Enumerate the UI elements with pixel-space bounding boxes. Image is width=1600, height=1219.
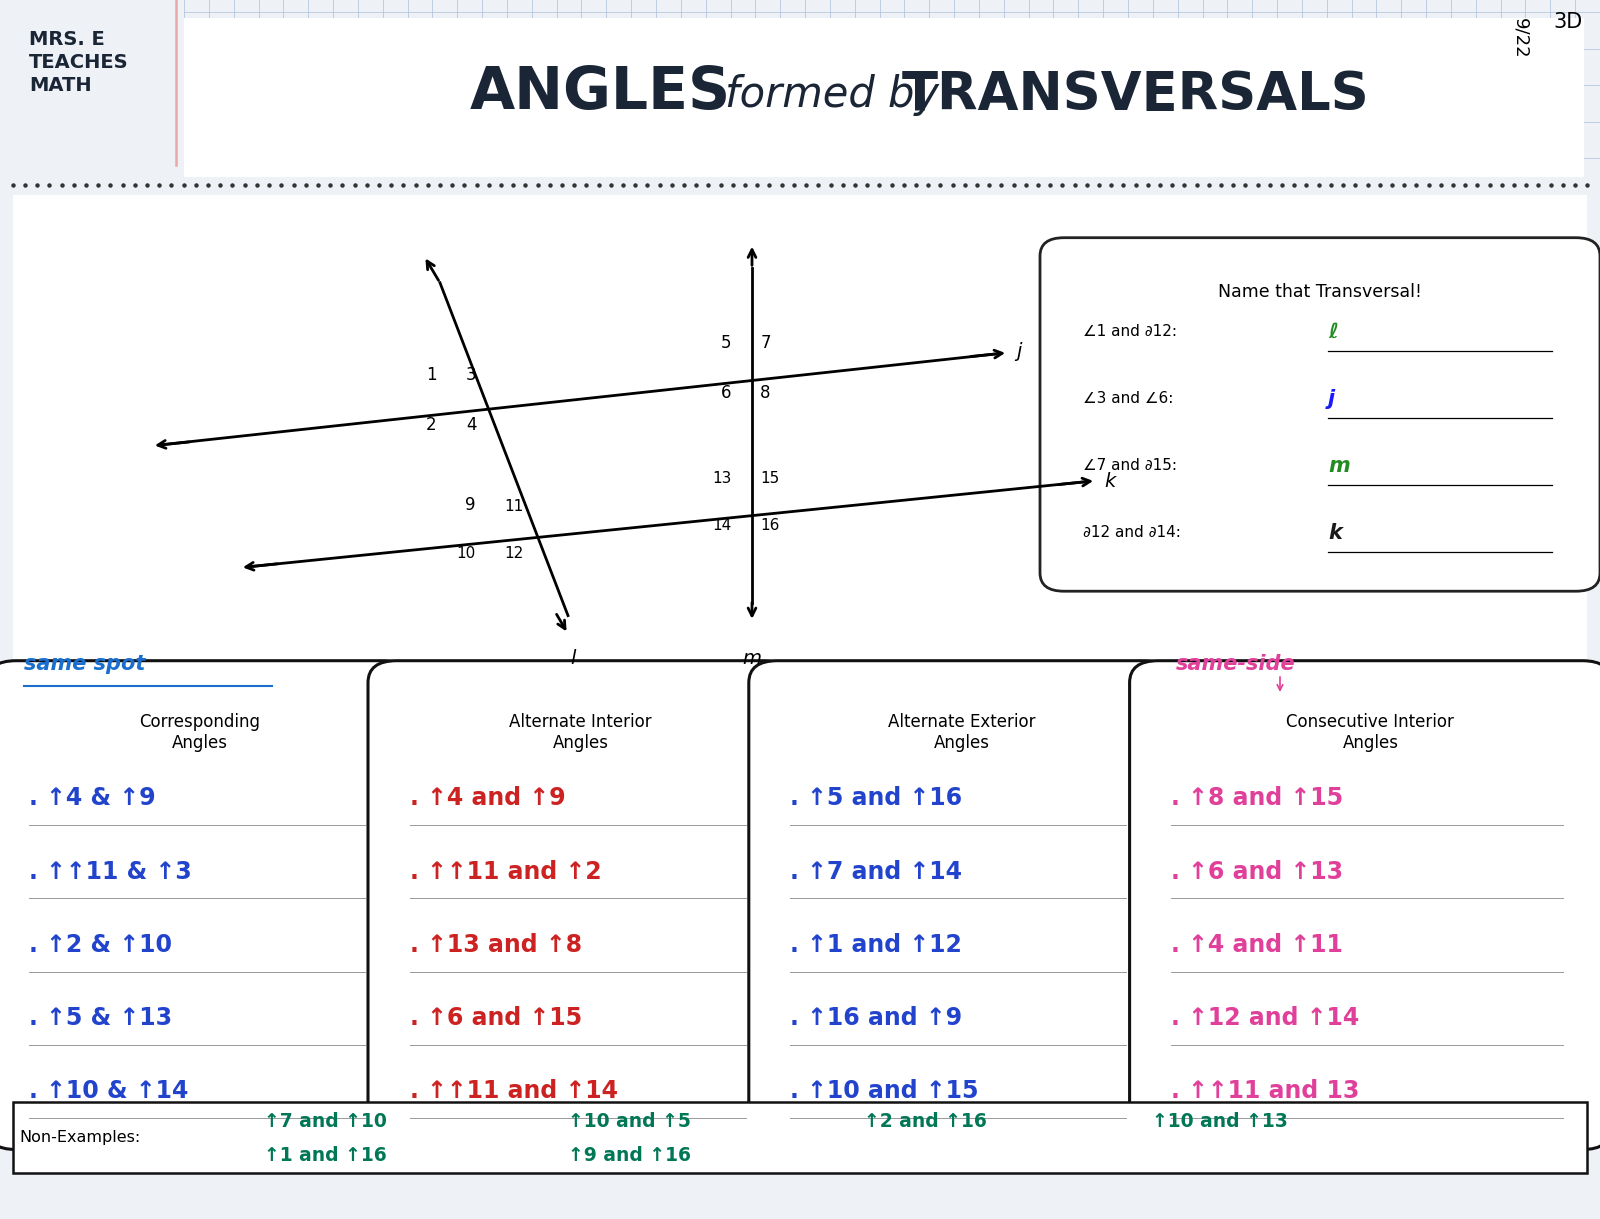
Text: 9: 9 <box>464 496 475 514</box>
Text: 10: 10 <box>456 546 475 561</box>
FancyBboxPatch shape <box>0 661 413 1150</box>
Text: Non-Examples:: Non-Examples: <box>19 1130 141 1145</box>
Text: j: j <box>1016 341 1021 361</box>
FancyBboxPatch shape <box>13 1102 1587 1173</box>
FancyBboxPatch shape <box>1040 238 1600 591</box>
Text: TRANSVERSALS: TRANSVERSALS <box>902 69 1370 121</box>
Text: MRS. E
TEACHES
MATH: MRS. E TEACHES MATH <box>29 30 128 95</box>
Text: k: k <box>1328 523 1342 542</box>
Text: 11: 11 <box>504 500 523 514</box>
Text: . ↑10 and ↑15: . ↑10 and ↑15 <box>790 1079 979 1103</box>
FancyBboxPatch shape <box>749 661 1174 1150</box>
Text: Name that Transversal!: Name that Transversal! <box>1218 283 1422 301</box>
Text: m: m <box>1328 456 1350 475</box>
Text: ↑7 and ↑10: ↑7 and ↑10 <box>264 1112 387 1131</box>
Text: . ↑6 and ↑13: . ↑6 and ↑13 <box>1171 859 1344 884</box>
Text: j: j <box>1328 389 1334 408</box>
Text: ANGLES: ANGLES <box>469 65 731 121</box>
Text: ℓ: ℓ <box>1328 322 1338 341</box>
Text: 7: 7 <box>760 334 771 352</box>
Text: . ↑2 & ↑10: . ↑2 & ↑10 <box>29 933 171 957</box>
FancyBboxPatch shape <box>13 195 1587 1170</box>
Text: same-side: same-side <box>1176 655 1296 674</box>
Text: ∠3 and ∠6:: ∠3 and ∠6: <box>1083 391 1173 406</box>
Text: Consecutive Interior
Angles: Consecutive Interior Angles <box>1286 713 1454 752</box>
Text: ↑10 and ↑5: ↑10 and ↑5 <box>568 1112 691 1131</box>
FancyBboxPatch shape <box>184 18 1584 177</box>
Text: 1: 1 <box>426 366 437 384</box>
Text: . ↑13 and ↑8: . ↑13 and ↑8 <box>410 933 582 957</box>
Text: . ↑↑11 and 13: . ↑↑11 and 13 <box>1171 1079 1360 1103</box>
Text: formed by: formed by <box>725 74 939 116</box>
Text: 15: 15 <box>760 472 779 486</box>
Text: 9/22: 9/22 <box>1510 18 1530 59</box>
Text: . ↑↑11 & ↑3: . ↑↑11 & ↑3 <box>29 859 192 884</box>
Text: 2: 2 <box>426 416 437 434</box>
Text: . ↑10 & ↑14: . ↑10 & ↑14 <box>29 1079 189 1103</box>
Text: . ↑5 and ↑16: . ↑5 and ↑16 <box>790 786 963 811</box>
Text: ↑10 and ↑13: ↑10 and ↑13 <box>1152 1112 1288 1131</box>
Text: 13: 13 <box>712 472 731 486</box>
Text: . ↑4 & ↑9: . ↑4 & ↑9 <box>29 786 155 811</box>
Text: . ↑4 and ↑11: . ↑4 and ↑11 <box>1171 933 1342 957</box>
Text: Alternate Exterior
Angles: Alternate Exterior Angles <box>888 713 1035 752</box>
Text: . ↑4 and ↑9: . ↑4 and ↑9 <box>410 786 565 811</box>
Text: ↑9 and ↑16: ↑9 and ↑16 <box>568 1146 691 1165</box>
Text: ∂12 and ∂14:: ∂12 and ∂14: <box>1083 525 1181 540</box>
Text: ∠7 and ∂15:: ∠7 and ∂15: <box>1083 458 1178 473</box>
Text: 12: 12 <box>504 546 523 561</box>
Text: Alternate Interior
Angles: Alternate Interior Angles <box>509 713 653 752</box>
Text: 16: 16 <box>760 518 779 533</box>
Text: . ↑16 and ↑9: . ↑16 and ↑9 <box>790 1006 963 1030</box>
Text: m: m <box>742 649 762 668</box>
Text: 6: 6 <box>720 384 731 402</box>
Text: ↑1 and ↑16: ↑1 and ↑16 <box>264 1146 387 1165</box>
Text: 5: 5 <box>720 334 731 352</box>
Text: . ↑6 and ↑15: . ↑6 and ↑15 <box>410 1006 582 1030</box>
Text: . ↑↑11 and ↑2: . ↑↑11 and ↑2 <box>410 859 602 884</box>
Text: . ↑↑11 and ↑14: . ↑↑11 and ↑14 <box>410 1079 618 1103</box>
Text: l: l <box>570 649 576 668</box>
Text: 8: 8 <box>760 384 771 402</box>
Text: Corresponding
Angles: Corresponding Angles <box>139 713 261 752</box>
Text: . ↑1 and ↑12: . ↑1 and ↑12 <box>790 933 962 957</box>
Text: . ↑12 and ↑14: . ↑12 and ↑14 <box>1171 1006 1360 1030</box>
Text: . ↑7 and ↑14: . ↑7 and ↑14 <box>790 859 963 884</box>
Text: 14: 14 <box>712 518 731 533</box>
FancyBboxPatch shape <box>368 661 794 1150</box>
Text: 3: 3 <box>466 366 477 384</box>
Text: 4: 4 <box>466 416 477 434</box>
Text: ↑2 and ↑16: ↑2 and ↑16 <box>864 1112 987 1131</box>
Text: 3D: 3D <box>1554 12 1582 32</box>
Text: . ↑5 & ↑13: . ↑5 & ↑13 <box>29 1006 171 1030</box>
FancyBboxPatch shape <box>1130 661 1600 1150</box>
Text: ∠1 and ∂12:: ∠1 and ∂12: <box>1083 324 1178 339</box>
Text: . ↑8 and ↑15: . ↑8 and ↑15 <box>1171 786 1344 811</box>
Text: same spot: same spot <box>24 655 146 674</box>
Text: k: k <box>1104 472 1115 491</box>
